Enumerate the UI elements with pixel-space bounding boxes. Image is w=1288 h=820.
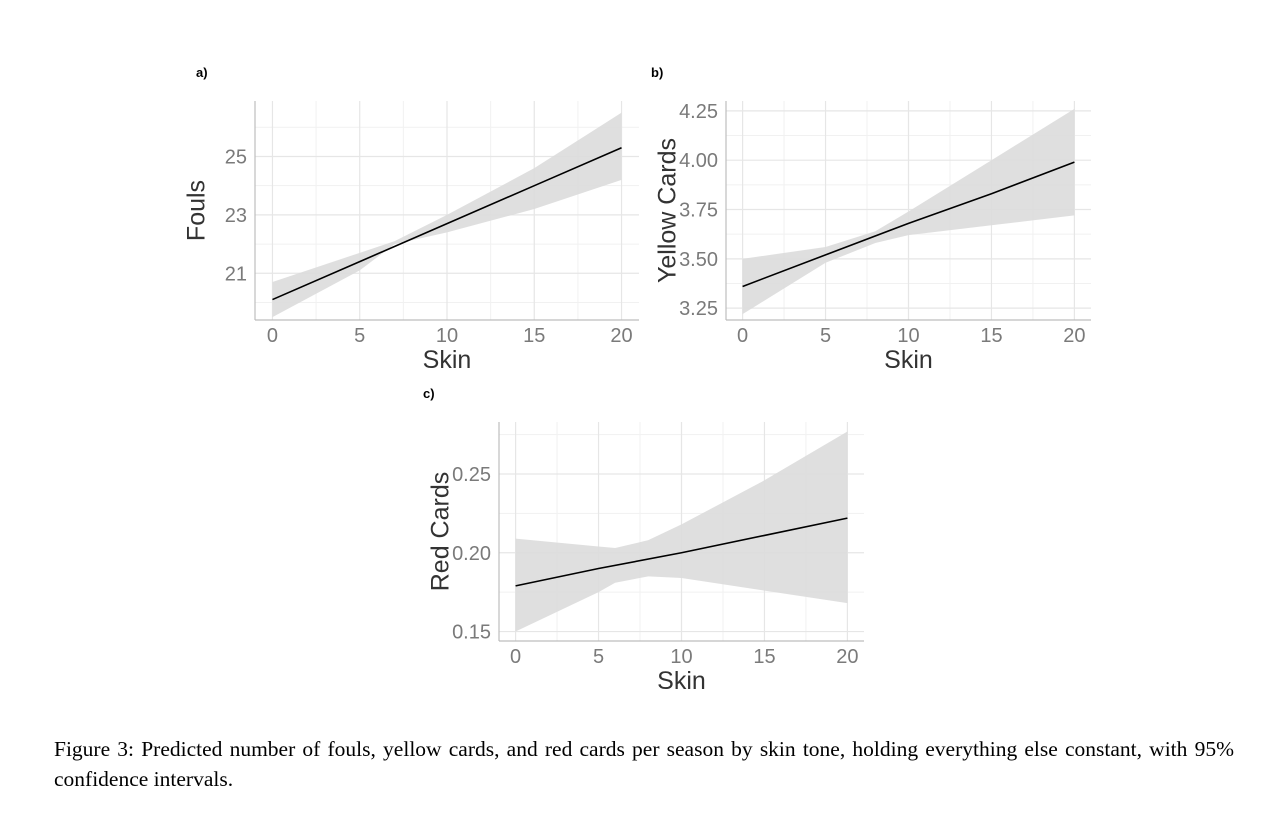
x-tick-label: 10 [897,325,919,347]
x-tick-label: 10 [436,325,458,347]
y-tick-label: 0.20 [452,543,491,565]
y-tick-label: 3.50 [679,249,718,271]
x-tick-label: 5 [593,646,604,668]
confidence-band [272,112,622,318]
x-axis-title: Skin [423,346,472,374]
y-tick-label: 3.25 [679,298,718,320]
panel-label: a) [196,65,208,80]
figure-caption: Figure 3: Predicted number of fouls, yel… [54,737,1234,791]
x-tick-label: 15 [753,646,775,668]
panel-b: 0 5 10 15 20 3.25 3.50 3.75 4.00 4.25 Skin Yellow C… [651,65,1091,374]
y-tick-label: 0.25 [452,464,491,486]
fitted-line [272,146,622,301]
fitted-line [515,517,848,587]
x-tick-label: 0 [510,646,521,668]
fitted-line [742,161,1075,288]
x-tick-label: 15 [980,325,1002,347]
panel-label: c) [423,386,435,401]
x-tick-label: 0 [737,325,748,347]
x-axis-title: Skin [884,346,933,374]
x-tick-label: 20 [1063,325,1085,347]
y-axis-title: Red Cards [427,472,455,592]
y-tick-label: 21 [225,263,247,285]
y-tick-label: 3.75 [679,200,718,222]
x-tick-label: 5 [354,325,365,347]
figure-3: 0 5 10 15 20 21 23 25 Skin Fouls a) 0 5 10 15 20 3.25 3.5… [183,65,1091,695]
x-tick-label: 20 [610,325,632,347]
x-axis-title: Skin [657,667,706,695]
x-tick-label: 0 [267,325,278,347]
y-tick-label: 25 [225,146,247,168]
confidence-band [515,431,848,632]
x-tick-label: 5 [820,325,831,347]
panel-c: 0 5 10 15 20 0.15 0.20 0.25 Skin Red Cards c) [423,386,864,695]
y-tick-label: 23 [225,205,247,227]
x-tick-label: 20 [836,646,858,668]
x-tick-label: 10 [670,646,692,668]
y-tick-label: 4.25 [679,101,718,123]
panel-a: 0 5 10 15 20 21 23 25 Skin Fouls a) [183,65,639,374]
y-tick-label: 0.15 [452,622,491,644]
confidence-band [742,108,1075,315]
y-tick-label: 4.00 [679,150,718,172]
y-axis-title: Yellow Cards [654,138,682,283]
panel-label: b) [651,65,663,80]
x-tick-label: 15 [523,325,545,347]
y-axis-title: Fouls [183,180,211,241]
